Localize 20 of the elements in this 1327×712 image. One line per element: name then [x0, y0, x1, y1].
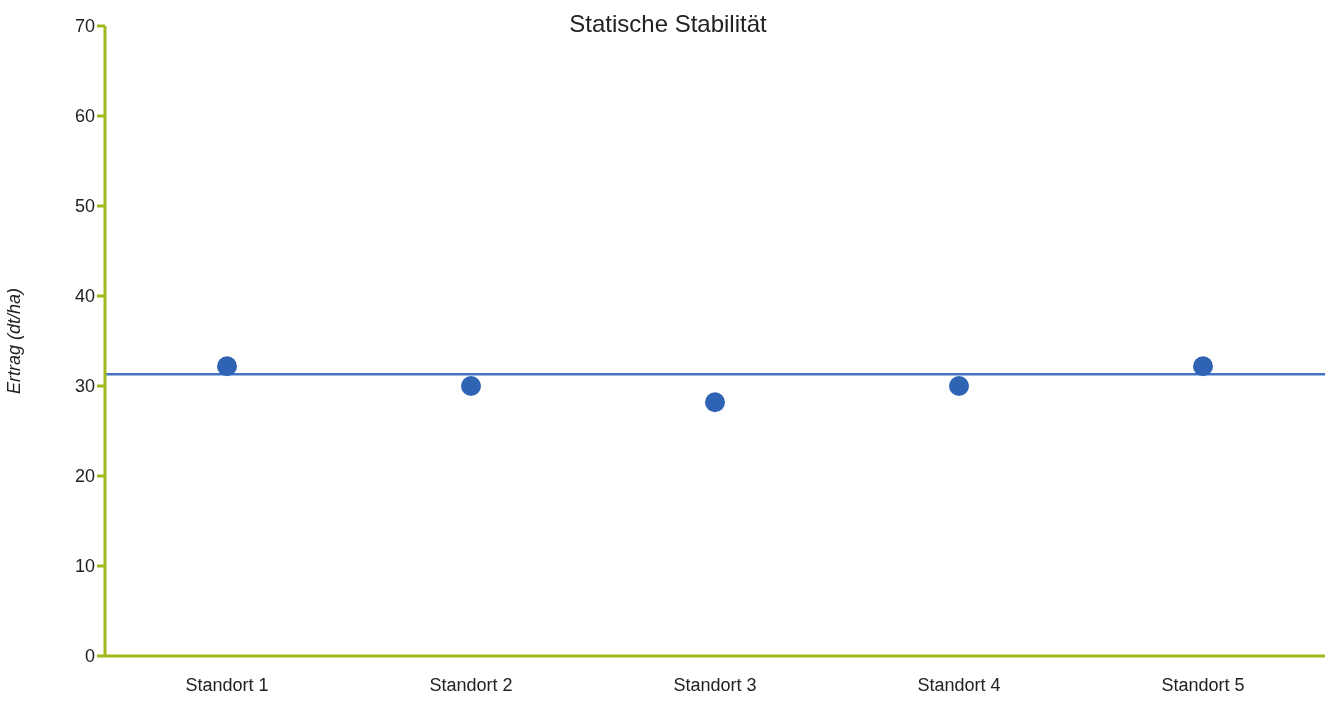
x-tick-label: Standort 5 — [1161, 674, 1245, 695]
x-tick-label: Standort 4 — [917, 674, 1001, 695]
y-tick-label: 60 — [74, 106, 95, 127]
x-tick-label: Standort 3 — [673, 674, 757, 695]
point — [705, 392, 725, 413]
chart-title: Statische Stabilität — [569, 10, 767, 37]
point — [1193, 356, 1213, 377]
y-tick-label: 70 — [74, 16, 95, 37]
y-tick-label: 0 — [84, 646, 95, 667]
y-tick-label: 50 — [74, 196, 95, 217]
point — [461, 376, 481, 396]
y-axis-title: Ertrag (dt/ha) — [4, 287, 25, 395]
point — [217, 356, 237, 377]
y-tick-label: 20 — [74, 466, 95, 487]
x-tick-label: Standort 2 — [429, 674, 513, 695]
point — [949, 376, 969, 396]
y-tick-label: 30 — [74, 376, 95, 397]
y-tick-label: 10 — [74, 556, 95, 577]
x-tick-label: Standort 1 — [185, 674, 269, 695]
y-tick-label: 40 — [74, 286, 95, 307]
